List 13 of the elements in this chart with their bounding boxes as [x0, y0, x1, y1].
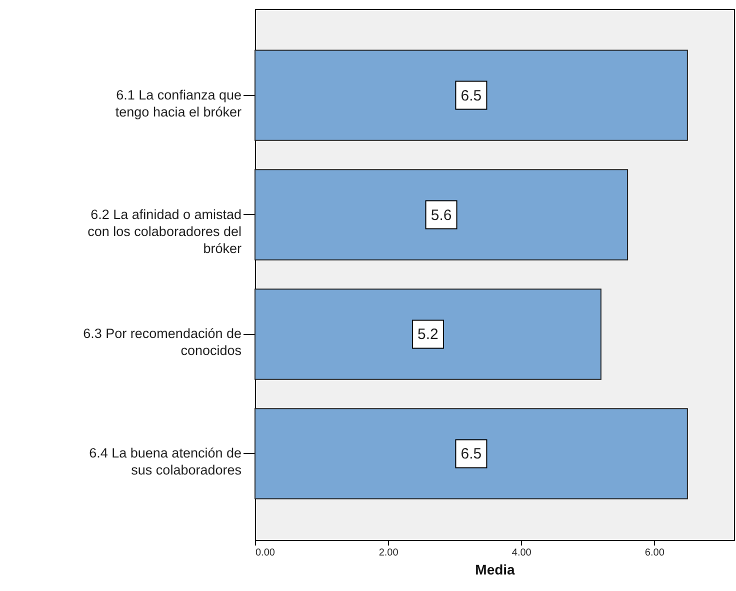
data-label: 6.5 [460, 446, 482, 463]
y-tick-label: 6.3 Por recomendación de conocidos [83, 326, 242, 358]
x-axis-title: Media [475, 562, 516, 578]
data-label: 6.5 [460, 87, 482, 104]
data-label: 5.6 [430, 206, 452, 224]
x-tick-label: 2.00 [378, 548, 399, 558]
data-label: 5.2 [418, 326, 438, 344]
y-tick-label: 6.4 La buena atención de sus colaboradores [89, 446, 242, 478]
y-tick-label: 6.1 La confianza que tengo hacia el bróker [115, 87, 242, 120]
x-tick-label: 4.00 [512, 548, 532, 558]
y-tick-label: 6.2 La afinidad o amistad con los colaboradores del bróker [88, 206, 242, 256]
x-tick-label: 0.00 [256, 548, 276, 558]
x-tick-label: 6.00 [644, 548, 665, 558]
